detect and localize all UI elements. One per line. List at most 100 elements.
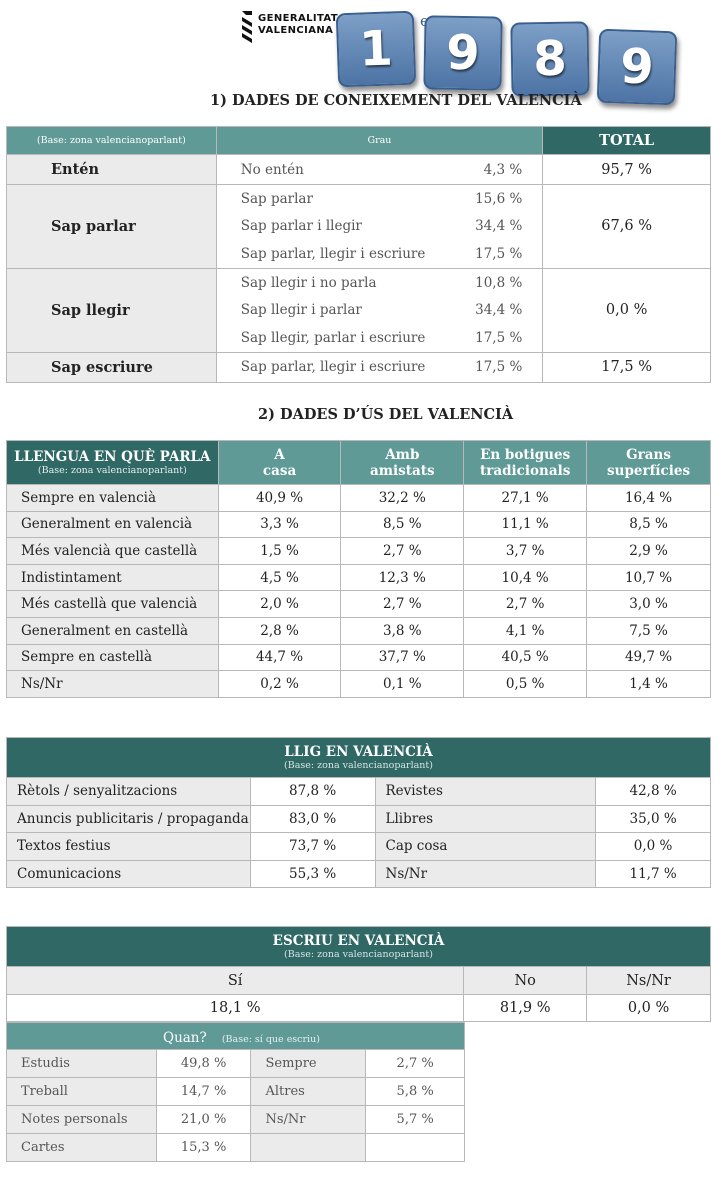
reading-label: Ns/Nr [374, 859, 597, 889]
usage-table: LLENGUA EN QUÈ PARLA (Base: zona valenci… [6, 440, 711, 698]
knowledge-group: Sap escriure Sap parlar, llegir i escriur… [6, 351, 711, 383]
usage-col-header-line: Amb [385, 446, 420, 463]
when-value: 5,7 % [365, 1105, 465, 1134]
knowledge-row-desc: Sap parlar i llegir [240, 218, 362, 235]
when-value: 5,8 % [365, 1077, 465, 1106]
reading-label: Cap cosa [374, 832, 597, 861]
when-label: Sempre [250, 1049, 367, 1078]
usage-cell: 3,8 % [340, 616, 465, 645]
usage-row-label: Més castellà que valencià [6, 590, 219, 618]
usage-col-header-line: tradicionals [479, 462, 571, 479]
knowledge-group-label: Sap escriure [6, 351, 217, 383]
usage-cell: 2,7 % [340, 537, 465, 565]
usage-row-label: Sempre en valencià [6, 484, 219, 512]
knowledge-row-value: 34,4 % [437, 213, 544, 240]
year-tile-2: 9 [423, 15, 503, 91]
reading-value: 0,0 % [595, 832, 711, 861]
usage-cell: 49,7 % [586, 643, 711, 672]
when-header: Quan? (Base: sí que escriu) [6, 1022, 465, 1050]
knowledge-group-total: 95,7 % [542, 154, 711, 185]
section1-title: 1) DADES DE CONEIXEMENT DEL VALENCIÀ [210, 92, 582, 109]
when-label [250, 1133, 367, 1162]
knowledge-group: Sap parlar Sap parlar 15,6 % 67,6 % Sap parl… [6, 184, 711, 269]
usage-cell: 32,2 % [340, 484, 465, 512]
when-label: Cartes [6, 1133, 157, 1162]
usage-cell: 27,1 % [463, 484, 588, 512]
usage-col-header-line: amistats [370, 462, 435, 479]
usage-cell: 2,8 % [217, 616, 342, 645]
usage-cell: 4,5 % [217, 563, 342, 592]
reading-label: Revistes [374, 777, 597, 806]
knowledge-group-total: 17,5 % [542, 351, 711, 383]
usage-cell: 12,3 % [340, 563, 465, 592]
when-label: Altres [250, 1077, 367, 1106]
year-tile-1: 1 [335, 10, 417, 88]
section2-title: 2) DADES D’ÚS DEL VALENCIÀ [258, 406, 514, 423]
writing-nsnr-value: 0,0 % [586, 994, 711, 1022]
usage-col-header-line: superfícies [607, 462, 691, 479]
usage-cell: 0,2 % [217, 670, 342, 698]
knowledge-table: (Base: zona valencianoparlant) Grau TOTA… [6, 126, 711, 155]
knowledge-row-desc: Sap parlar, llegir i escriure [216, 239, 438, 269]
knowledge-row-value: 15,6 % [437, 184, 544, 214]
knowledge-group-label: Sap llegir [6, 267, 217, 353]
knowledge-row-value: 4,3 % [437, 154, 544, 185]
knowledge-group-total: 67,6 % [542, 184, 711, 269]
usage-cell: 8,5 % [586, 510, 711, 539]
usage-col-header: En botigues tradicionals [463, 440, 588, 485]
total-header: TOTAL [542, 126, 711, 155]
generalitat-logo-icon [242, 11, 252, 43]
knowledge-row-value: 34,4 % [437, 296, 544, 324]
logo-line-2: VALENCIANA [258, 25, 334, 36]
usage-cell: 2,0 % [217, 590, 342, 618]
knowledge-row-value: 17,5 % [437, 323, 544, 353]
when-value: 2,7 % [365, 1049, 465, 1078]
writing-si-value: 18,1 % [5, 994, 465, 1022]
when-value: 14,7 % [155, 1077, 252, 1106]
reading-base: (Base: zona valencianoparlant) [284, 760, 433, 771]
writing-title: ESCRIU EN VALENCIÀ [272, 933, 445, 949]
when-value [365, 1133, 465, 1162]
usage-cell: 2,9 % [586, 537, 711, 565]
reading-table: LLIG EN VALENCIÀ (Base: zona valencianop… [6, 737, 711, 889]
usage-cell: 10,4 % [463, 563, 588, 592]
knowledge-group: Entén No entén 4,3 % 95,7 % [6, 154, 711, 185]
usage-col-header-line: casa [262, 462, 297, 479]
when-base: (Base: sí que escriu) [221, 1033, 320, 1045]
when-table: Quan? (Base: sí que escriu) Estudis 49,8 … [6, 1022, 465, 1162]
usage-cell: 37,7 % [340, 643, 465, 672]
usage-col-header: Amb amistats [340, 440, 465, 485]
usage-col-header-line: Grans [626, 446, 671, 463]
usage-cell: 44,7 % [217, 643, 342, 672]
reading-label: Textos festius [6, 832, 251, 861]
knowledge-group-label: Sap parlar [6, 184, 217, 269]
usage-row-label: Més valencià que castellà [6, 537, 219, 565]
writing-no-header: No [463, 966, 588, 995]
usage-cell: 7,5 % [586, 616, 711, 645]
when-label: Treball [6, 1077, 157, 1106]
reading-header: LLIG EN VALENCIÀ (Base: zona valencianop… [6, 737, 711, 778]
reading-value: 83,0 % [249, 804, 376, 834]
knowledge-row-desc: Sap parlar, llegir i escriure [216, 351, 438, 383]
usage-row-label: Generalment en valencià [6, 510, 219, 539]
usage-row-label: Ns/Nr [6, 670, 219, 698]
when-value: 49,8 % [155, 1049, 252, 1078]
reading-value: 73,7 % [249, 832, 376, 861]
reading-label: Comunicacions [6, 859, 251, 889]
usage-col0-base: (Base: zona valencianoparlant) [37, 465, 187, 476]
writing-table: ESCRIU EN VALENCIÀ (Base: zona valencian… [5, 926, 711, 1022]
knowledge-row-value: 17,5 % [437, 351, 544, 383]
usage-cell: 40,9 % [217, 484, 342, 512]
usage-row-label: Generalment en castellà [6, 616, 219, 645]
usage-col-header-line: En botigues [480, 446, 571, 463]
knowledge-row-desc: Sap llegir, parlar i escriure [216, 323, 438, 353]
when-title: Quan? [163, 1029, 207, 1046]
knowledge-base-header: (Base: zona valencianoparlant) [6, 126, 217, 155]
writing-si-header: Sí [5, 966, 465, 995]
usage-cell: 3,0 % [586, 590, 711, 618]
when-value: 15,3 % [155, 1133, 252, 1162]
usage-col-header-line: A [274, 446, 285, 463]
reading-value: 87,8 % [249, 777, 376, 806]
year-tile-3: 8 [510, 21, 590, 97]
when-label: Estudis [6, 1049, 157, 1078]
